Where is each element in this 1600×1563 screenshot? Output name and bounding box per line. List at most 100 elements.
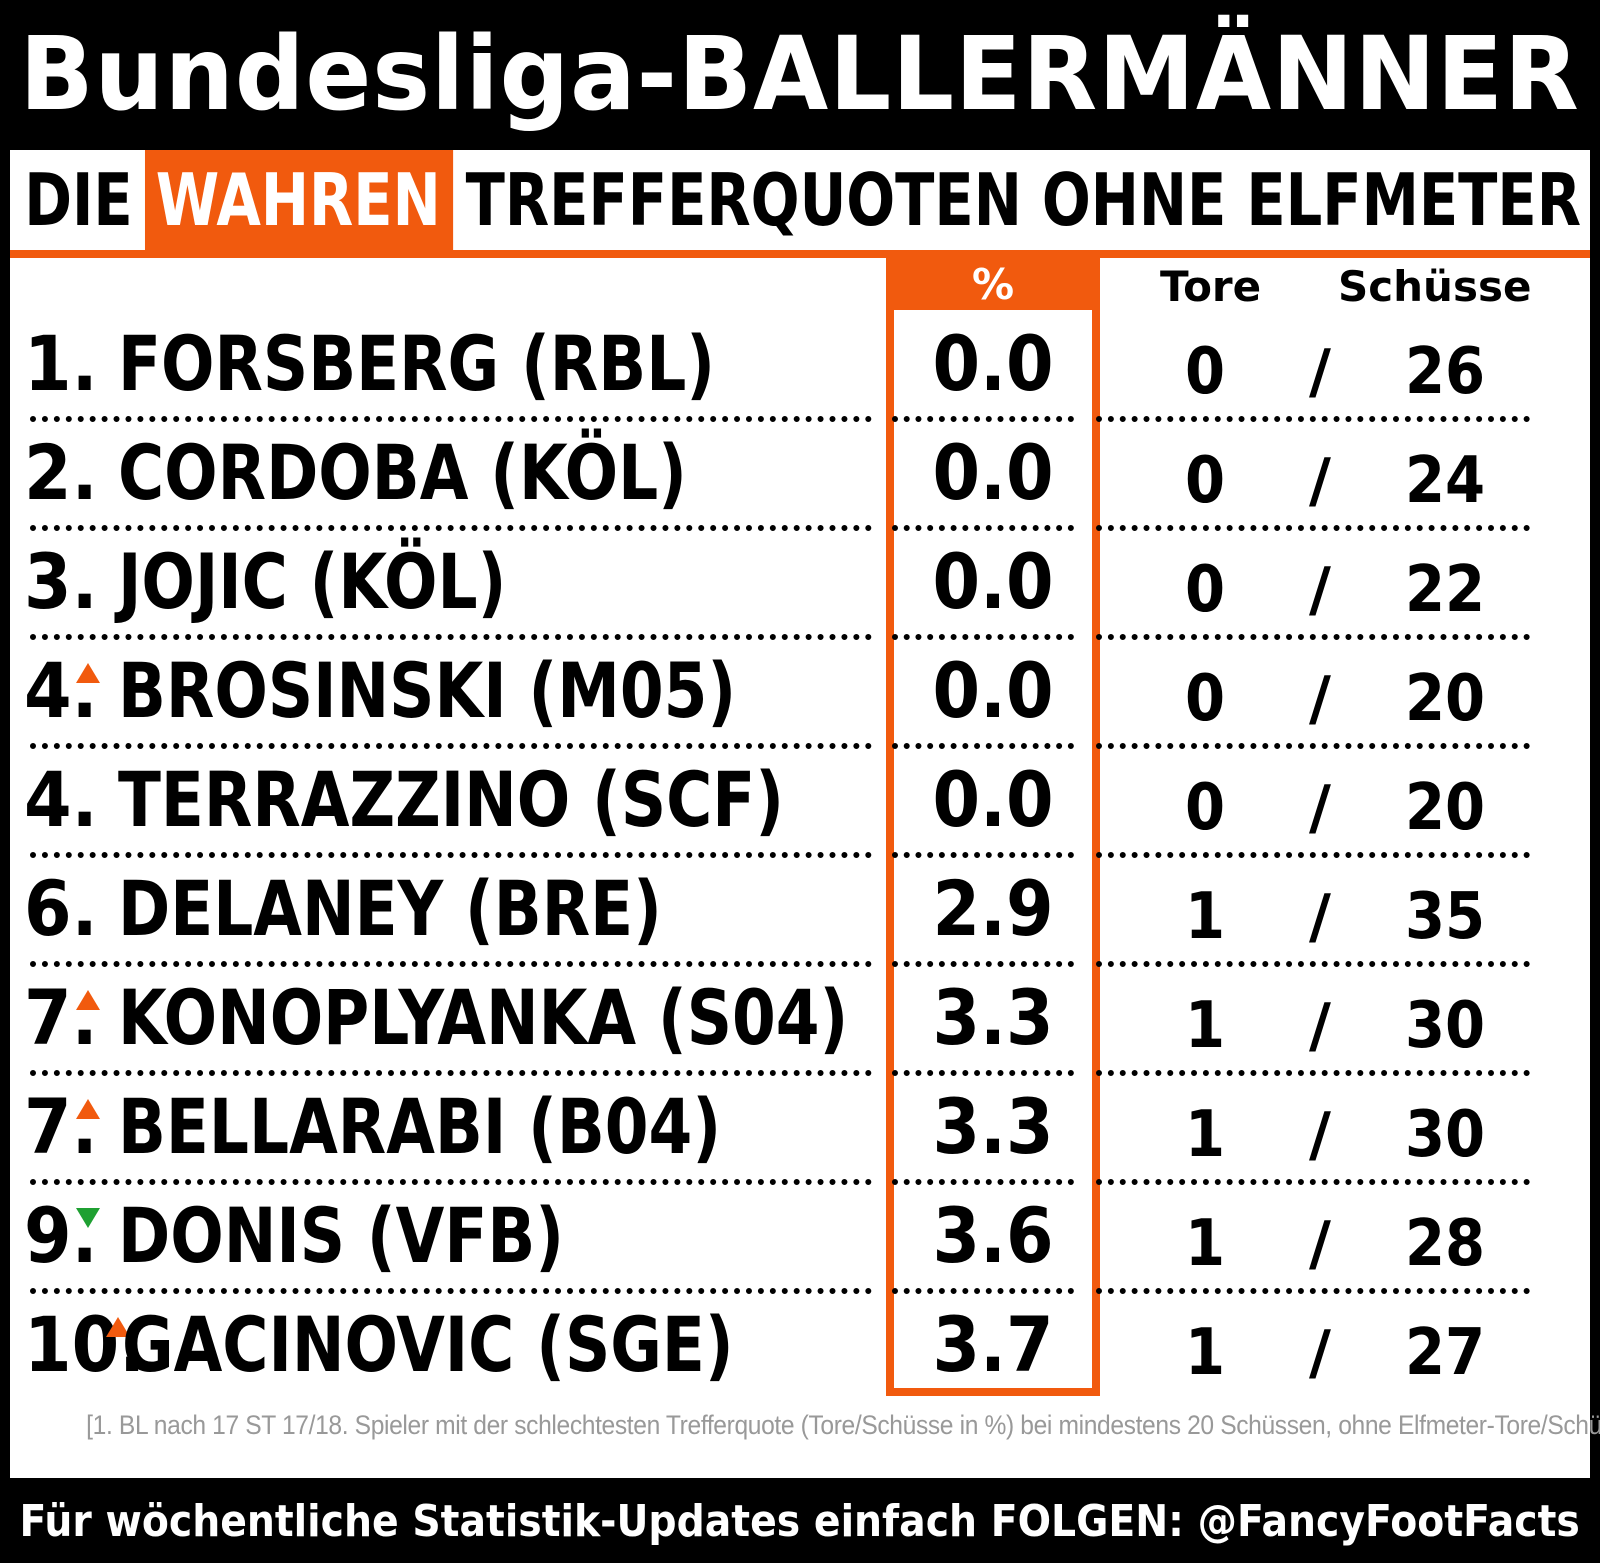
percent-column-header: % [886,258,1100,310]
ratio-separator: / [1309,1209,1331,1279]
table-row: 4. BROSINSKI (M05) 0.0 0 / 20 [10,637,1590,745]
shots-value: 24 [1404,444,1486,518]
row-divider [30,852,872,858]
goals-column-header: Tore [1160,262,1262,311]
percent-value: 3.3 [932,973,1054,1062]
rank-label: 6. [24,864,98,953]
row-divider [892,1179,1074,1185]
trend-up-icon [106,1317,130,1337]
ratio-separator: / [1309,773,1331,843]
rank-label: 4. [24,646,98,735]
goals-value: 0 [1184,771,1226,845]
row-divider [892,743,1074,749]
table-row: 2. CORDOBA (KÖL) 0.0 0 / 24 [10,419,1590,527]
goals-value: 1 [1184,880,1226,954]
subtitle-rule [10,250,1590,258]
shots-column-header: Schüsse [1338,262,1532,311]
goals-value: 1 [1184,1316,1226,1390]
percent-value: 0.0 [932,537,1054,626]
trend-up-icon [76,990,100,1010]
player-name: DELANEY (BRE) [118,864,662,953]
shots-value: 20 [1404,662,1486,736]
ratio-separator: / [1309,1318,1331,1388]
ranking-card: DIE WAHREN TREFFERQUOTEN OHNE ELFMETER %… [10,150,1600,1478]
ratio-separator: / [1309,882,1331,952]
table-row: 7. BELLARABI (B04) 3.3 1 / 30 [10,1073,1590,1181]
shots-value: 27 [1404,1316,1486,1390]
row-divider [30,1288,872,1294]
subtitle-suffix: TREFFERQUOTEN OHNE ELFMETER [465,158,1582,242]
player-name: DONIS (VFB) [118,1191,565,1280]
percent-value: 0.0 [932,319,1054,408]
ratio-separator: / [1309,1100,1331,1170]
goals-value: 1 [1184,989,1226,1063]
footnote: [1. BL nach 17 ST 17/18. Spieler mit der… [10,1410,1600,1450]
rank-label: 3. [24,537,98,626]
percent-value: 0.0 [932,755,1054,844]
ratio-separator: / [1309,337,1331,407]
page-title-text: Bundesliga-BALLERMÄNNER [19,14,1581,134]
table-row: 1. FORSBERG (RBL) 0.0 0 / 26 [10,310,1590,418]
goals-value: 0 [1184,444,1226,518]
trend-down-icon [76,1208,100,1228]
row-divider [1096,1179,1530,1185]
trend-up-icon [76,663,100,683]
shots-value: 20 [1404,771,1486,845]
row-divider [1096,525,1530,531]
player-name: BELLARABI (B04) [118,1082,722,1171]
percent-value: 3.6 [932,1191,1054,1280]
row-divider [892,1288,1074,1294]
row-divider [1096,961,1530,967]
player-name: CORDOBA (KÖL) [118,428,687,517]
percent-value: 0.0 [932,428,1054,517]
row-divider [1096,1070,1530,1076]
table-row: 3. JOJIC (KÖL) 0.0 0 / 22 [10,528,1590,636]
rank-label: 9. [24,1191,98,1280]
subtitle-prefix: DIE [24,158,133,242]
trend-up-icon [76,1099,100,1119]
goals-value: 0 [1184,335,1226,409]
page-title: Bundesliga-BALLERMÄNNER [0,0,1600,148]
percent-value: 2.9 [932,864,1054,953]
shots-value: 28 [1404,1207,1486,1281]
shots-value: 22 [1404,553,1486,627]
player-name: FORSBERG (RBL) [118,319,716,408]
row-divider [1096,416,1530,422]
percent-value: 0.0 [932,646,1054,735]
row-divider [1096,634,1530,640]
goals-value: 1 [1184,1207,1226,1281]
rank-label: 4. [24,755,98,844]
ratio-separator: / [1309,664,1331,734]
row-divider [30,416,872,422]
percent-column-frame [886,300,1100,1396]
player-name: JOJIC (KÖL) [118,537,507,626]
row-divider [892,1070,1074,1076]
row-divider [30,743,872,749]
shots-value: 35 [1404,880,1486,954]
player-name: KONOPLYANKA (S04) [118,973,849,1062]
rank-label: 2. [24,428,98,517]
row-divider [1096,743,1530,749]
subtitle-highlight: WAHREN [145,150,454,250]
row-divider [892,961,1074,967]
shots-value: 30 [1404,989,1486,1063]
table-row: 4. TERRAZZINO (SCF) 0.0 0 / 20 [10,746,1590,854]
goals-value: 1 [1184,1098,1226,1172]
row-divider [1096,1288,1530,1294]
rank-label: 7. [24,1082,98,1171]
player-name: TERRAZZINO (SCF) [118,755,785,844]
ratio-separator: / [1309,991,1331,1061]
goals-value: 0 [1184,553,1226,627]
table-row: 9. DONIS (VFB) 3.6 1 / 28 [10,1182,1590,1290]
row-divider [1096,852,1530,858]
player-name: GACINOVIC (SGE) [122,1300,734,1389]
row-divider [30,961,872,967]
subtitle: DIE WAHREN TREFFERQUOTEN OHNE ELFMETER [10,150,1581,250]
percent-value: 3.7 [932,1300,1054,1389]
ratio-separator: / [1309,446,1331,516]
table-row: 10. GACINOVIC (SGE) 3.7 1 / 27 [10,1291,1590,1399]
player-name: BROSINSKI (M05) [118,646,737,735]
footer-cta: Für wöchentliche Statistik-Updates einfa… [0,1480,1600,1563]
rank-label: 7. [24,973,98,1062]
percent-value: 3.3 [932,1082,1054,1171]
